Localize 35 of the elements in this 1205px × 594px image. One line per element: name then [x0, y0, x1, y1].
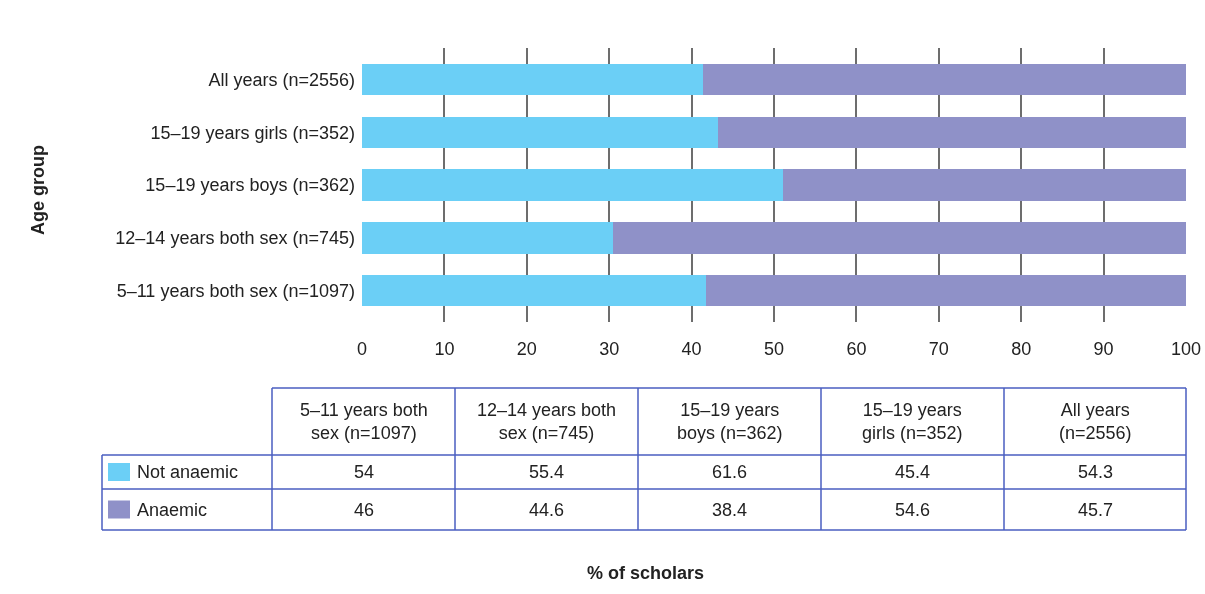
text: 45.7 [1078, 500, 1114, 520]
text: 44.6 [529, 500, 565, 520]
text: 54.3 [1078, 462, 1114, 482]
x-tick-label: 100 [1170, 339, 1202, 359]
y-tick-label: 15–19 years girls (n=352) [150, 122, 355, 143]
y-tick-label: All years (n=2556) [208, 69, 355, 90]
x-tick-label: 30 [599, 339, 620, 359]
x-tick-label: 60 [846, 339, 867, 359]
legend-label: Anaemic [137, 500, 208, 520]
y-axis-title: Age group [28, 145, 48, 235]
category-label: 5–11 years both sex (n=1097) [300, 400, 428, 444]
text: 55.4 [529, 462, 565, 482]
category-label: 12–14 years both sex (n=745) [477, 400, 617, 444]
text: 45.4 [895, 462, 931, 482]
category-label: 15–19 years girls (n=352) [862, 400, 963, 444]
x-tick-label: 10 [434, 339, 455, 359]
category-label: All years (n=2556) [1059, 400, 1132, 444]
x-tick-label: 80 [1011, 339, 1032, 359]
text: 54.6 [895, 500, 931, 520]
y-tick-label: 15–19 years boys (n=362) [145, 175, 355, 196]
text: 61.6 [712, 462, 748, 482]
x-tick-label: 40 [681, 339, 702, 359]
text: 54 [354, 462, 375, 482]
legend-label: Not anaemic [137, 462, 239, 482]
x-tick-label: 20 [516, 339, 537, 359]
x-tick-label: 50 [763, 339, 785, 359]
y-tick-label: 12–14 years both sex (n=745) [115, 227, 355, 248]
y-tick-label: 5–11 years both sex (n=1097) [116, 280, 355, 301]
text: % of scholars [587, 563, 705, 583]
x-tick-label: 0 [356, 339, 368, 359]
x-tick-label: 90 [1093, 339, 1114, 359]
text: 46 [354, 500, 375, 520]
category-label: 15–19 years boys (n=362) [677, 400, 783, 444]
text: 38.4 [712, 500, 748, 520]
x-tick-label: 70 [928, 339, 949, 359]
